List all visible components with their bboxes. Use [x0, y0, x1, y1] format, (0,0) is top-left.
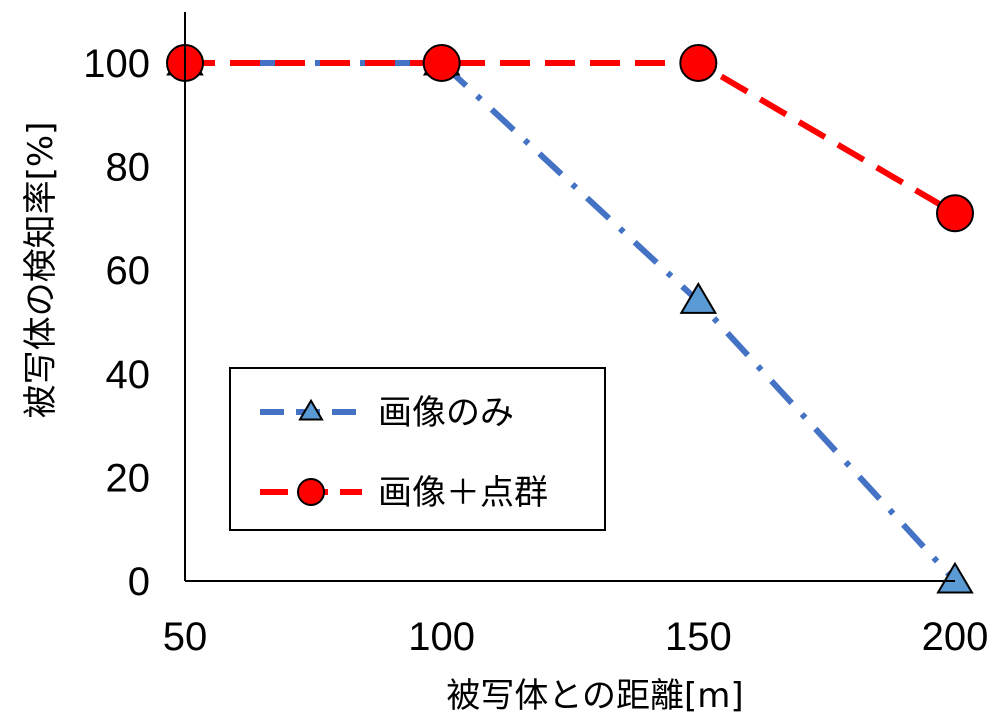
series-line: [185, 60, 958, 584]
legend-item: 画像のみ: [260, 393, 514, 433]
x-tick-labels: 50 100 150 200: [163, 615, 989, 659]
y-tick-label: 0: [128, 560, 150, 604]
data-point-marker: [679, 281, 718, 314]
y-tick-label: 20: [106, 456, 151, 500]
y-tick-label: 80: [106, 146, 151, 190]
legend-box: [229, 367, 606, 531]
x-axis-title: 被写体との距離[m]: [446, 676, 743, 716]
x-tick-label: 100: [408, 615, 475, 659]
y-tick-labels: 0 20 40 60 80 100: [83, 42, 150, 604]
axes-layer: [184, 12, 955, 582]
y-tick-label: 100: [83, 42, 150, 86]
x-tick-label: 200: [922, 615, 989, 659]
legend-label: 画像のみ: [378, 393, 514, 433]
y-tick-label: 40: [106, 353, 151, 397]
data-point-marker: [679, 44, 718, 82]
series-2: [166, 44, 974, 233]
series-line: [185, 60, 957, 216]
x-tick-label: 150: [665, 615, 732, 659]
data-point-marker: [936, 194, 974, 233]
legend-label: 画像＋点群: [378, 473, 548, 513]
legend-marker: [297, 478, 325, 506]
data-point-marker: [936, 561, 974, 594]
legend-marker: [298, 398, 324, 421]
data-point-marker: [422, 44, 461, 82]
legend-item: 画像＋点群: [260, 473, 548, 513]
y-axis-title: 被写体の検知率[%]: [21, 122, 61, 419]
x-tick-label: 50: [163, 615, 208, 659]
y-tick-label: 60: [106, 249, 151, 293]
